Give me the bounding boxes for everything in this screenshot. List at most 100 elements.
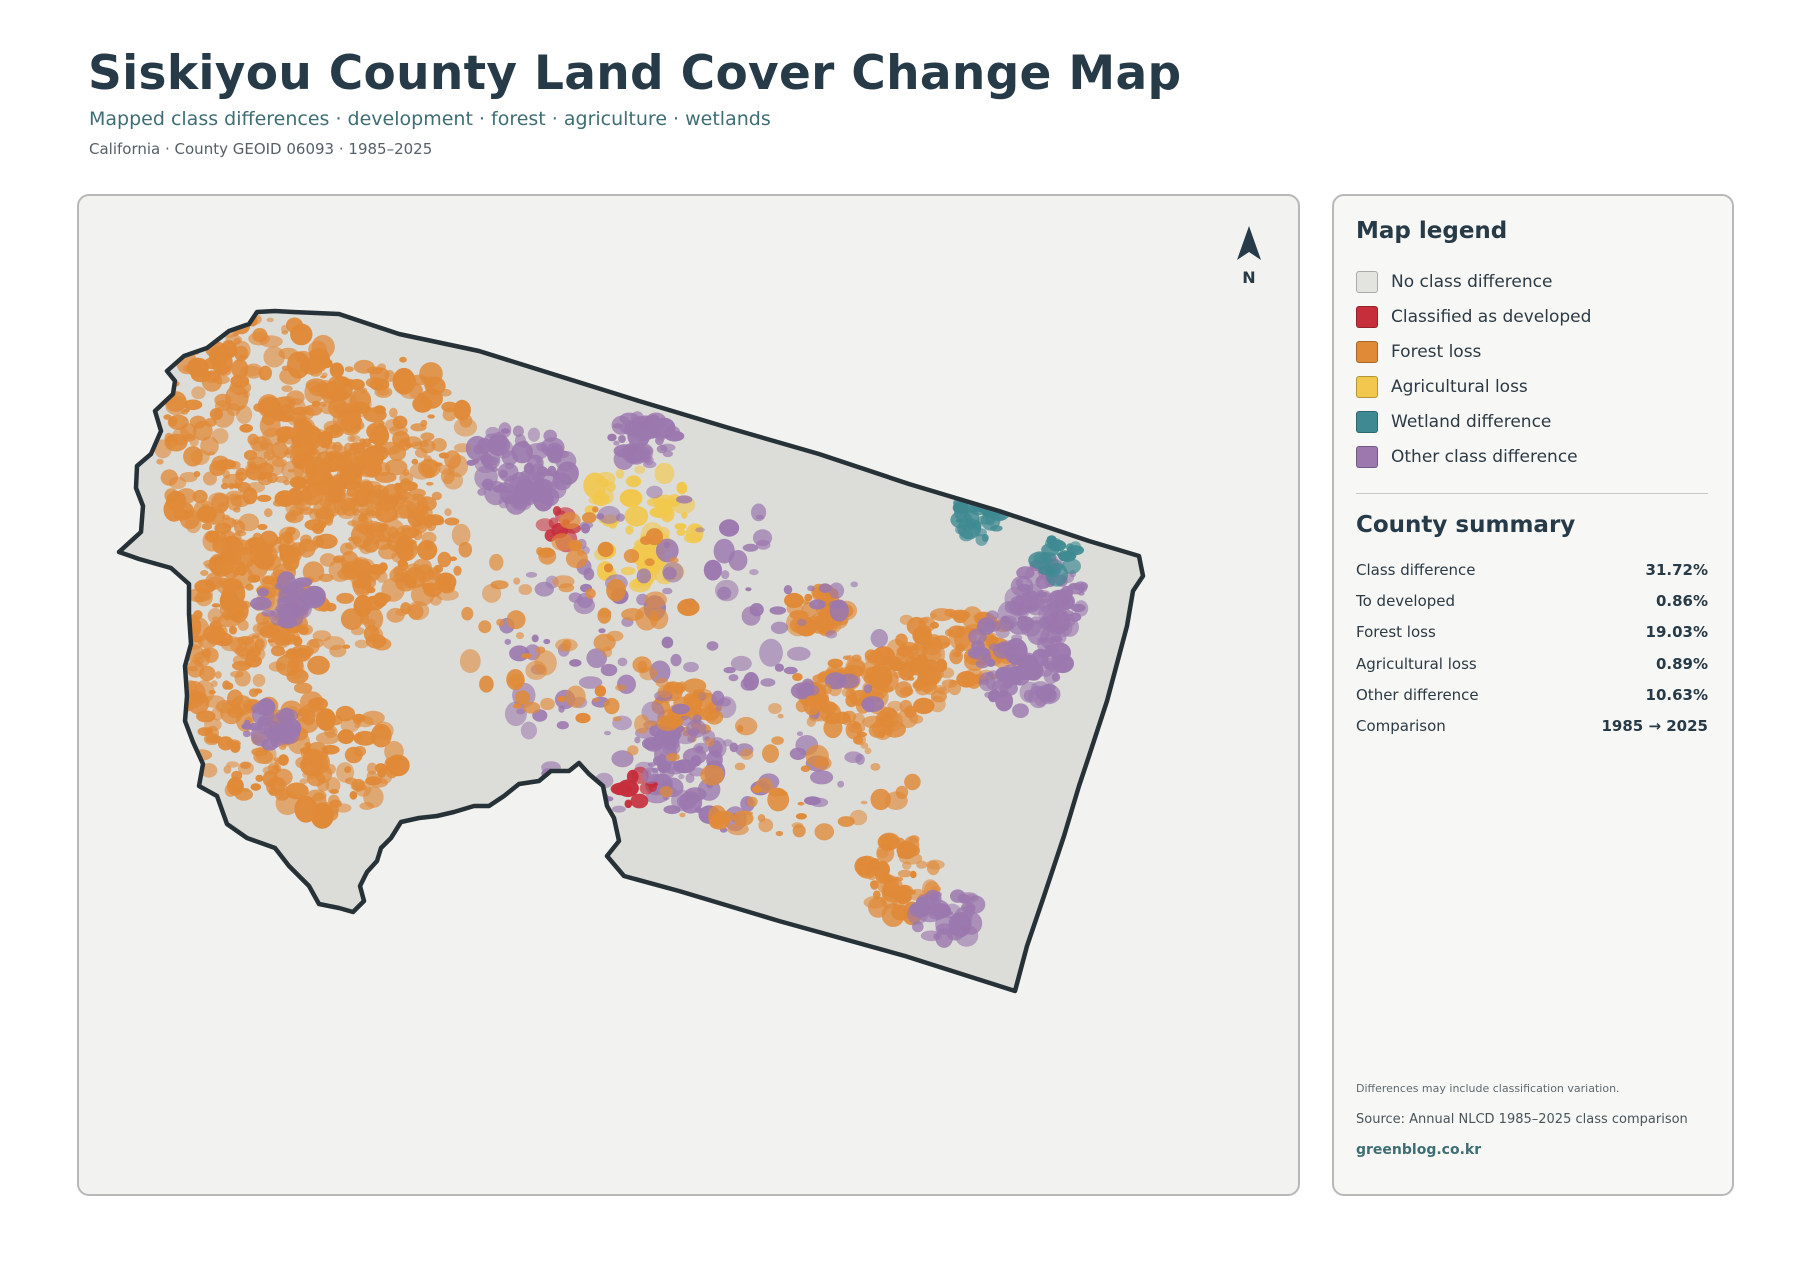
change-patch	[515, 690, 530, 705]
change-patch	[154, 439, 172, 459]
change-patch	[214, 671, 222, 679]
change-patch	[805, 744, 829, 768]
change-patch	[585, 588, 596, 599]
change-patch	[802, 599, 809, 605]
change-patch	[448, 454, 469, 478]
change-patch	[245, 465, 262, 480]
change-patch	[506, 610, 526, 630]
summary-row: Other difference 10.63%	[1356, 679, 1708, 710]
change-patch	[267, 638, 275, 643]
change-patch	[624, 799, 633, 809]
change-patch	[670, 653, 682, 667]
change-patch	[358, 479, 374, 496]
change-patch	[777, 713, 784, 719]
change-patch	[1060, 585, 1074, 600]
change-patch	[419, 439, 436, 454]
change-patch	[771, 736, 784, 745]
change-patch	[1001, 690, 1008, 698]
change-patch	[366, 762, 378, 775]
change-patch	[679, 812, 686, 818]
legend-swatch	[1356, 375, 1378, 398]
map-panel[interactable]: N	[77, 194, 1300, 1196]
change-patch	[423, 542, 434, 550]
change-patch	[357, 545, 367, 550]
change-patch	[368, 564, 385, 575]
change-patch	[1046, 656, 1065, 667]
change-patch	[615, 468, 625, 479]
change-patch	[305, 483, 322, 498]
change-patch	[557, 695, 566, 703]
change-patch	[848, 688, 856, 694]
change-patch	[634, 736, 641, 744]
change-patch	[752, 529, 773, 547]
change-patch	[520, 653, 532, 659]
change-patch	[453, 565, 462, 576]
change-patch	[659, 786, 673, 798]
change-patch	[741, 606, 761, 626]
change-patch	[884, 877, 896, 884]
change-patch	[930, 613, 937, 619]
legend-label: Forest loss	[1391, 341, 1482, 362]
county-map[interactable]	[79, 196, 1300, 1196]
change-patch	[611, 415, 632, 435]
change-patch	[903, 836, 920, 854]
change-patch	[687, 736, 696, 743]
change-patch	[358, 457, 382, 477]
change-patch	[543, 429, 557, 443]
change-patch	[444, 517, 460, 526]
change-patch	[598, 608, 612, 618]
change-patch	[674, 523, 687, 530]
change-patch	[770, 621, 789, 634]
change-patch	[238, 513, 260, 532]
change-patch	[276, 598, 283, 603]
summary-row: To developed 0.86%	[1356, 585, 1708, 616]
change-patch	[397, 480, 418, 492]
change-patch	[671, 703, 690, 715]
change-patch	[156, 458, 164, 465]
change-patch	[426, 524, 433, 529]
change-patch	[195, 590, 213, 607]
change-patch	[692, 714, 702, 724]
change-patch	[401, 489, 408, 495]
change-patch	[860, 660, 882, 683]
change-patch	[612, 805, 626, 813]
change-patch	[740, 748, 754, 760]
change-patch	[1000, 678, 1011, 688]
change-patch	[634, 714, 651, 734]
change-patch	[878, 731, 886, 739]
change-patch	[484, 464, 494, 470]
change-patch	[395, 536, 407, 550]
change-patch	[727, 823, 749, 836]
change-patch	[203, 695, 226, 708]
credit-link[interactable]: greenblog.co.kr	[1356, 1142, 1482, 1158]
change-patch	[518, 584, 533, 595]
change-patch	[302, 770, 320, 780]
change-patch	[306, 639, 320, 654]
change-patch	[759, 638, 783, 667]
change-patch	[332, 402, 356, 415]
change-patch	[558, 583, 575, 593]
change-patch	[1016, 566, 1035, 580]
change-patch	[441, 401, 458, 413]
change-patch	[253, 403, 265, 412]
county-fill	[119, 311, 1143, 991]
change-patch	[603, 563, 614, 573]
change-patch	[769, 606, 787, 615]
change-patch	[216, 364, 232, 377]
change-patch	[662, 561, 684, 583]
change-patch	[809, 599, 826, 610]
change-patch	[383, 758, 398, 774]
change-patch	[299, 778, 309, 785]
change-patch	[870, 788, 891, 811]
change-patch	[234, 647, 251, 656]
change-patch	[257, 473, 273, 486]
change-patch	[243, 719, 251, 728]
change-patch	[336, 592, 355, 604]
page-subtitle: Mapped class differences · development ·…	[89, 108, 771, 130]
change-patch	[239, 365, 262, 377]
change-patch	[897, 869, 913, 878]
change-patch	[792, 824, 806, 838]
north-label: N	[1242, 268, 1256, 287]
change-patch	[913, 697, 935, 715]
change-patch	[768, 703, 782, 714]
